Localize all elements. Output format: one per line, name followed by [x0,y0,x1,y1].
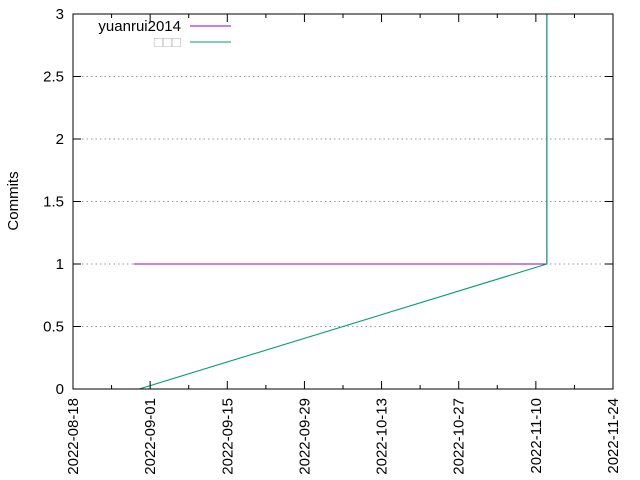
series-line-1 [138,14,548,390]
x-tick-labels: 2022-08-18 2022-09-01 2022-09-15 2022-09-29… [65,398,622,475]
grid-lines [73,76,613,327]
x-tick-label: 2022-09-01 [142,398,159,475]
y-tick-label: 1.5 [43,194,64,211]
legend-label-1: □□□ [154,34,181,51]
y-tick-labels: 0 0.5 1 1.5 2 2.5 3 [43,6,64,398]
y-tick-label: 0 [56,381,64,398]
axis-ticks [72,13,614,390]
x-tick-label: 2022-10-13 [374,398,391,475]
y-tick-label: 3 [56,6,64,23]
y-tick-label: 2.5 [43,69,64,86]
x-tick-label: 2022-11-10 [528,398,545,474]
x-tick-label: 2022-08-18 [65,398,82,475]
y-tick-label: 1 [56,256,64,273]
x-tick-label: 2022-11-24 [605,398,622,474]
legend: yuanrui2014□□□ [98,18,231,51]
x-tick-label: 2022-10-27 [451,398,468,475]
y-axis-title: Commits [5,171,22,230]
legend-label-0: yuanrui2014 [98,18,181,35]
x-tick-label: 2022-09-15 [219,398,236,475]
y-tick-label: 0.5 [43,319,64,336]
y-tick-label: 2 [56,131,64,148]
x-tick-label: 2022-09-29 [296,398,313,475]
series-lines [133,14,548,390]
